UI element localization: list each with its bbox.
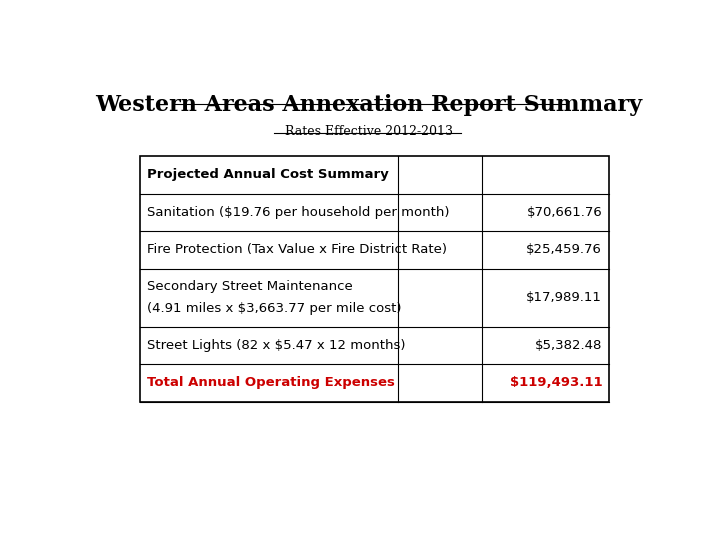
- Text: Sanitation ($19.76 per household per month): Sanitation ($19.76 per household per mon…: [147, 206, 449, 219]
- Text: $70,661.76: $70,661.76: [526, 206, 602, 219]
- Text: $25,459.76: $25,459.76: [526, 244, 602, 256]
- Text: Fire Protection (Tax Value x Fire District Rate): Fire Protection (Tax Value x Fire Distri…: [147, 244, 447, 256]
- Text: Western Areas Annexation Report Summary: Western Areas Annexation Report Summary: [96, 94, 642, 116]
- Text: $5,382.48: $5,382.48: [535, 339, 602, 352]
- Text: Rates Effective 2012-2013: Rates Effective 2012-2013: [285, 125, 453, 138]
- Text: $17,989.11: $17,989.11: [526, 291, 602, 304]
- Text: (4.91 miles x $3,663.77 per mile cost): (4.91 miles x $3,663.77 per mile cost): [147, 302, 402, 315]
- Text: Projected Annual Cost Summary: Projected Annual Cost Summary: [147, 168, 389, 181]
- Text: Total Annual Operating Expenses: Total Annual Operating Expenses: [147, 376, 395, 389]
- Text: Street Lights (82 x $5.47 x 12 months): Street Lights (82 x $5.47 x 12 months): [147, 339, 405, 352]
- Text: $119,493.11: $119,493.11: [510, 376, 602, 389]
- Text: Secondary Street Maintenance: Secondary Street Maintenance: [147, 280, 353, 293]
